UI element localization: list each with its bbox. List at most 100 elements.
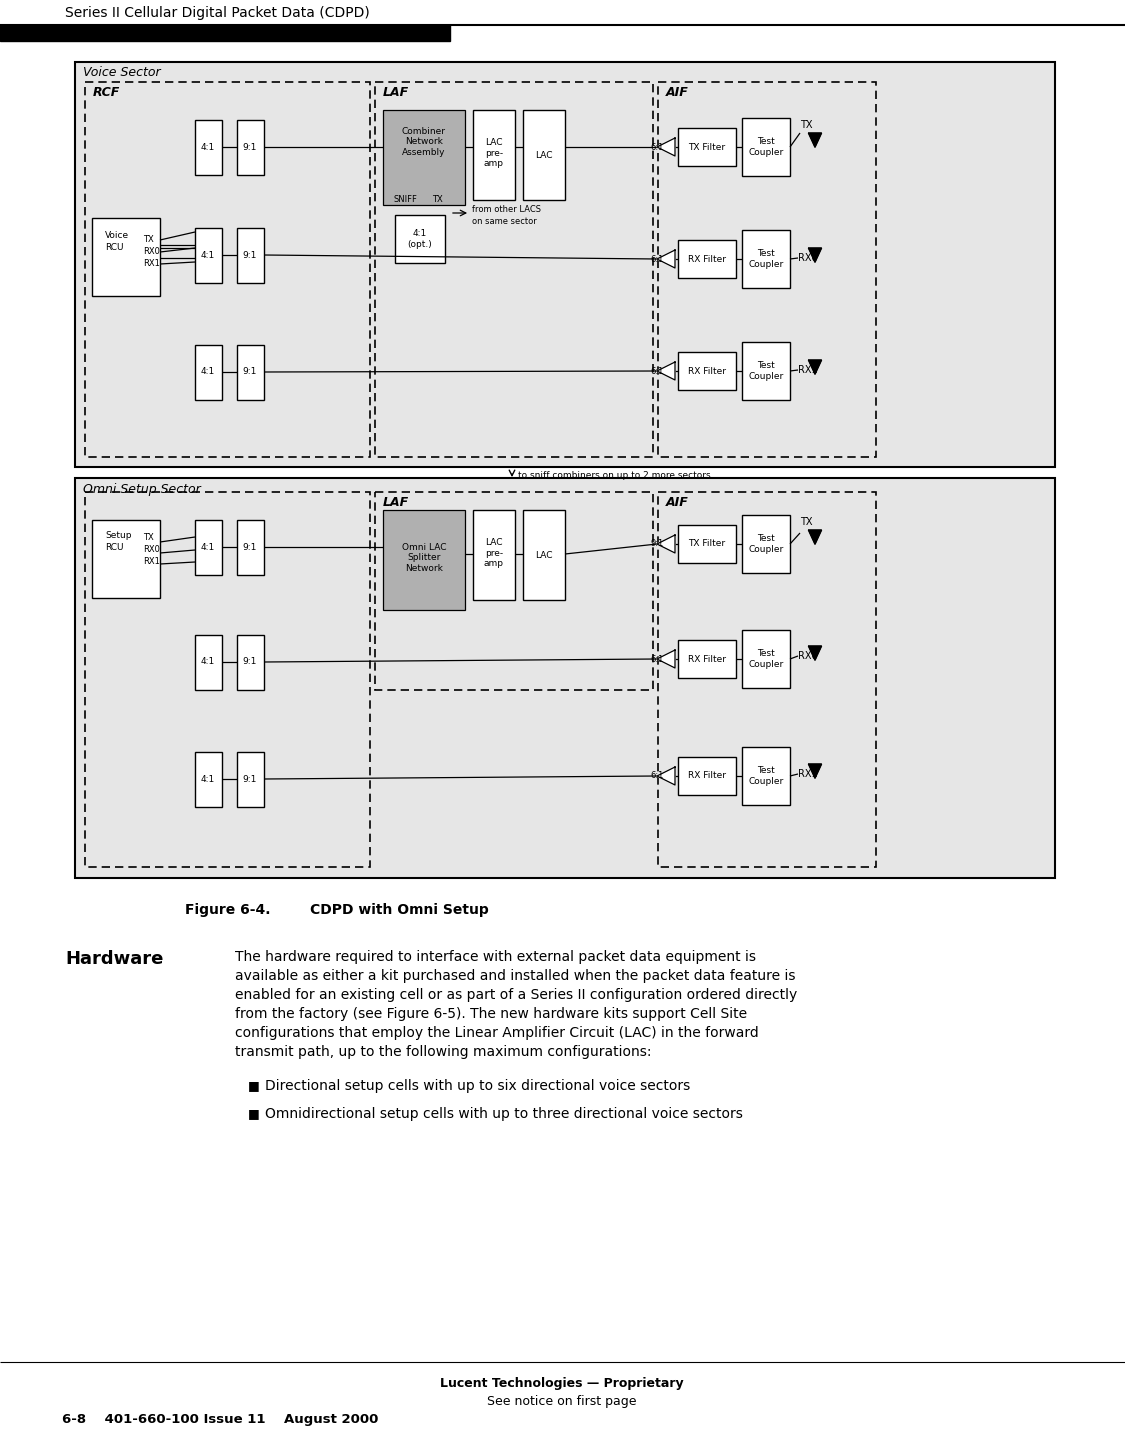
Text: enabled for an existing cell or as part of a Series II configuration ordered dir: enabled for an existing cell or as part … (235, 988, 798, 1002)
Text: RX0: RX0 (798, 253, 818, 263)
Text: Test
Coupler: Test Coupler (748, 249, 784, 269)
Text: Series II Cellular Digital Packet Data (CDPD): Series II Cellular Digital Packet Data (… (65, 6, 370, 20)
Text: LAC: LAC (536, 551, 552, 559)
Text: 9:1: 9:1 (243, 143, 258, 152)
Text: RX0: RX0 (143, 545, 160, 553)
Text: TX: TX (143, 236, 154, 245)
Bar (195, 345, 222, 400)
Text: Voice Sector: Voice Sector (83, 67, 161, 80)
Text: 4:1: 4:1 (201, 542, 215, 552)
Bar (237, 521, 264, 575)
Bar (742, 746, 790, 805)
Bar (382, 110, 465, 204)
Text: 6:1: 6:1 (650, 655, 664, 664)
Text: 9:1: 9:1 (243, 658, 258, 666)
Bar (678, 240, 736, 277)
Bar (472, 110, 515, 200)
Bar (395, 214, 446, 263)
Text: Test
Coupler: Test Coupler (748, 137, 784, 157)
Text: RX Filter: RX Filter (688, 366, 726, 376)
Text: 9:1: 9:1 (243, 542, 258, 552)
Text: TX: TX (432, 196, 443, 204)
Bar (658, 492, 876, 867)
Text: RX1: RX1 (143, 259, 160, 269)
Text: Test
Coupler: Test Coupler (748, 649, 784, 669)
Text: LAF: LAF (382, 86, 409, 100)
Text: on same sector: on same sector (472, 217, 537, 226)
Text: 4:1: 4:1 (201, 143, 215, 152)
Polygon shape (809, 247, 821, 262)
Text: from other LACS: from other LACS (472, 206, 541, 214)
Text: Test
Coupler: Test Coupler (748, 535, 784, 553)
Text: RCF: RCF (93, 86, 120, 100)
Text: 6:1: 6:1 (650, 143, 664, 152)
Text: RX Filter: RX Filter (688, 255, 726, 263)
Bar (678, 129, 736, 166)
Bar (237, 635, 264, 691)
Text: 4:1: 4:1 (201, 368, 215, 376)
Text: LAC: LAC (536, 150, 552, 160)
Text: 9:1: 9:1 (243, 368, 258, 376)
Text: AIF: AIF (666, 496, 688, 509)
Text: TX: TX (800, 518, 812, 528)
Text: to sniff combiners on up to 2 more sectors: to sniff combiners on up to 2 more secto… (518, 472, 711, 480)
Text: ■: ■ (248, 1080, 260, 1093)
Text: Lucent Technologies — Proprietary: Lucent Technologies — Proprietary (440, 1377, 684, 1390)
Text: TX: TX (143, 532, 154, 542)
Text: Omnidirectional setup cells with up to three directional voice sectors: Omnidirectional setup cells with up to t… (266, 1107, 742, 1121)
Text: 9:1: 9:1 (650, 539, 664, 549)
Text: 4:1
(opt.): 4:1 (opt.) (407, 229, 432, 249)
Text: LAF: LAF (382, 496, 409, 509)
Text: Voice: Voice (105, 232, 129, 240)
Text: RX1: RX1 (143, 556, 160, 565)
Text: from the factory (see Figure 6-5). The new hardware kits support Cell Site: from the factory (see Figure 6-5). The n… (235, 1007, 747, 1021)
Bar (382, 511, 465, 611)
Text: Hardware: Hardware (65, 950, 163, 968)
Text: RCU: RCU (105, 243, 124, 253)
Text: LAC
pre-
amp: LAC pre- amp (484, 139, 504, 167)
Bar (375, 492, 652, 691)
Text: RX Filter: RX Filter (688, 772, 726, 781)
Text: Test
Coupler: Test Coupler (748, 766, 784, 785)
Polygon shape (657, 766, 675, 785)
Text: See notice on first page: See notice on first page (487, 1396, 637, 1409)
Polygon shape (657, 651, 675, 668)
Polygon shape (657, 250, 675, 267)
Text: RCU: RCU (105, 542, 124, 552)
Bar (523, 511, 565, 601)
Text: 9:1: 9:1 (243, 775, 258, 784)
Text: RX Filter: RX Filter (688, 655, 726, 664)
Bar (237, 120, 264, 174)
Bar (75, 61, 1055, 468)
Bar (0, 24, 450, 41)
Bar (195, 120, 222, 174)
Bar (375, 82, 652, 458)
Bar (678, 352, 736, 390)
Bar (195, 635, 222, 691)
Text: 6:1: 6:1 (650, 255, 664, 263)
Text: 6:1: 6:1 (650, 366, 664, 376)
Bar (658, 82, 876, 458)
Bar (678, 756, 736, 795)
Polygon shape (809, 360, 821, 375)
Text: The hardware required to interface with external packet data equipment is: The hardware required to interface with … (235, 950, 756, 964)
Text: Setup: Setup (105, 531, 132, 539)
Bar (742, 119, 790, 176)
Text: RX1: RX1 (798, 769, 818, 779)
Polygon shape (809, 764, 821, 778)
Bar (92, 217, 160, 296)
Polygon shape (809, 646, 821, 661)
Bar (742, 342, 790, 400)
Bar (75, 478, 1055, 878)
Text: 9:1: 9:1 (243, 250, 258, 259)
Text: TX Filter: TX Filter (688, 143, 726, 152)
Bar (92, 521, 160, 598)
Text: transmit path, up to the following maximum configurations:: transmit path, up to the following maxim… (235, 1045, 651, 1060)
Bar (195, 752, 222, 807)
Polygon shape (657, 535, 675, 553)
Text: 6-8    401-660-100 Issue 11    August 2000: 6-8 401-660-100 Issue 11 August 2000 (62, 1413, 378, 1426)
Bar (195, 227, 222, 283)
Polygon shape (657, 139, 675, 156)
Polygon shape (809, 531, 821, 545)
Text: TX Filter: TX Filter (688, 539, 726, 549)
